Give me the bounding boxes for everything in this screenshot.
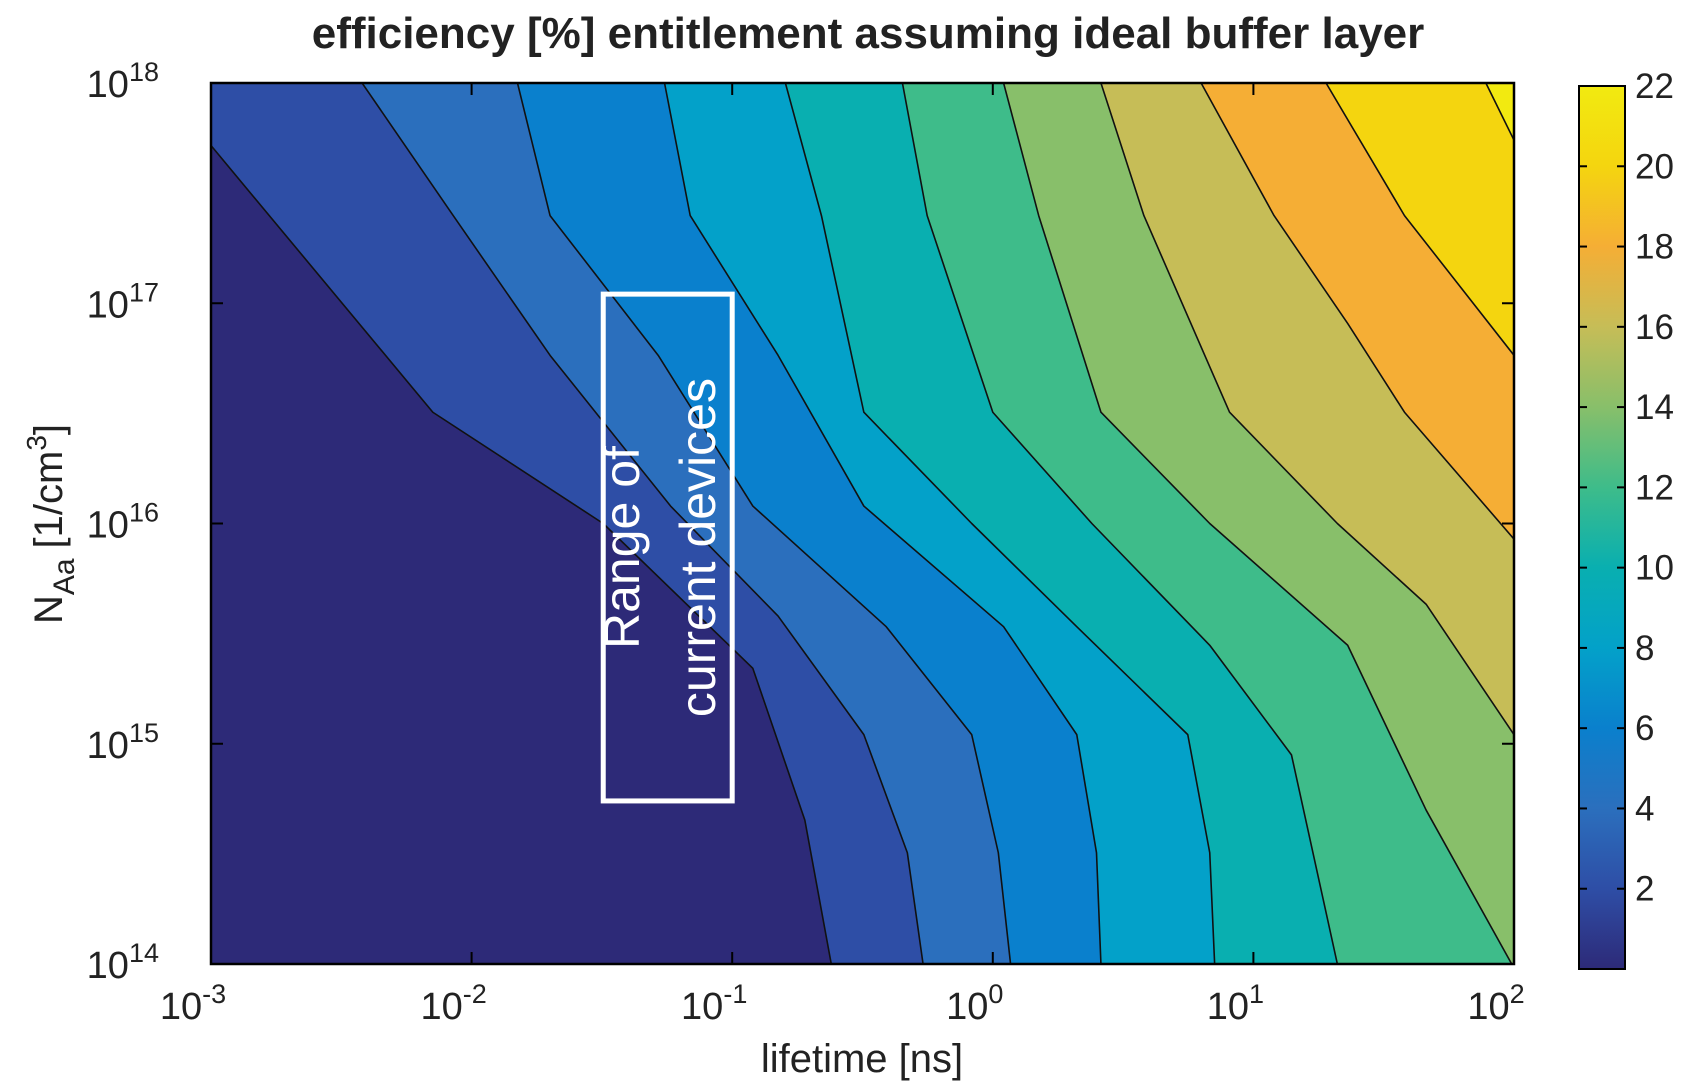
- tick-label: 1014: [87, 938, 159, 987]
- contour-line: [901, 83, 1339, 964]
- contour-fill: [1326, 83, 1514, 356]
- tick-base: 10: [160, 986, 202, 1028]
- colorbar-tick-label: 4: [1635, 789, 1654, 828]
- contour-line: [1100, 83, 1514, 736]
- tick-base: 10: [87, 505, 129, 547]
- colorbar-tick-label: 10: [1635, 549, 1674, 588]
- tick-base: 10: [87, 284, 129, 326]
- tick-exponent: 17: [129, 277, 159, 307]
- annotation-text: current devices: [670, 378, 726, 717]
- tick-label: 10-3: [160, 979, 226, 1028]
- tick-exponent: 14: [129, 938, 159, 968]
- tick-label: 101: [1207, 979, 1264, 1028]
- tick-label: 102: [1467, 979, 1524, 1028]
- y-label-unit: [1/cm: [27, 451, 71, 549]
- tick-base: 10: [87, 64, 129, 106]
- y-axis-label: NAa [1/cm3]: [21, 424, 81, 624]
- tick-exponent: 18: [129, 57, 159, 87]
- annotation-text: Range of: [594, 446, 650, 649]
- colorbar-tick-label: 18: [1635, 228, 1674, 267]
- tick-label: 1016: [87, 498, 159, 547]
- contour-line: [663, 83, 1102, 964]
- tick-label: 1015: [87, 718, 159, 767]
- tick-base: 10: [420, 986, 462, 1028]
- colorbar-tick-label: 6: [1635, 709, 1654, 748]
- x-axis-label: lifetime [ns]: [761, 1037, 963, 1081]
- colorbar-tick-label: 2: [1635, 870, 1654, 909]
- tick-base: 10: [1207, 986, 1249, 1028]
- plot-area: [211, 83, 1514, 964]
- y-label-sup: 3: [21, 435, 52, 451]
- tick-exponent: -3: [202, 979, 226, 1009]
- y-label-close: ]: [27, 424, 71, 435]
- tick-exponent: -2: [463, 979, 487, 1009]
- contour-line: [1325, 83, 1514, 356]
- chart-title: efficiency [%] entitlement assuming idea…: [312, 9, 1425, 58]
- tick-base: 10: [681, 986, 723, 1028]
- tick-base: 10: [87, 725, 129, 767]
- tick-base: 10: [87, 945, 129, 987]
- tick-exponent: 16: [129, 498, 159, 528]
- tick-exponent: 1: [1249, 979, 1264, 1009]
- tick-label: 10-2: [420, 979, 486, 1028]
- tick-exponent: 15: [129, 718, 159, 748]
- colorbar-tick-label: 8: [1635, 629, 1654, 668]
- y-label-sub: Aa: [48, 558, 81, 595]
- tick-base: 10: [946, 986, 988, 1028]
- tick-label: 10-1: [681, 979, 747, 1028]
- colorbar-tick-label: 20: [1635, 147, 1674, 186]
- annotation-box: [600, 291, 735, 804]
- tick-label: 1017: [87, 277, 159, 326]
- colorbar: [1578, 85, 1626, 970]
- y-label-base: N: [27, 595, 71, 624]
- colorbar-tick-label: 22: [1635, 67, 1674, 106]
- colorbar-tick-label: 12: [1635, 468, 1674, 507]
- tick-exponent: 0: [988, 979, 1003, 1009]
- contour-line: [516, 83, 1012, 964]
- contour-line: [1200, 83, 1514, 540]
- colorbar-tick-label: 14: [1635, 388, 1674, 427]
- tick-label: 100: [946, 979, 1003, 1028]
- contour-line: [784, 83, 1216, 964]
- colorbar-tick-label: 16: [1635, 308, 1674, 347]
- tick-exponent: -1: [723, 979, 747, 1009]
- tick-base: 10: [1467, 986, 1509, 1028]
- contour-line: [361, 83, 924, 964]
- tick-exponent: 2: [1510, 979, 1525, 1009]
- tick-label: 1018: [87, 57, 159, 106]
- contour-line: [1002, 83, 1513, 964]
- contour-line: [211, 145, 833, 964]
- contour-line: [1485, 83, 1514, 141]
